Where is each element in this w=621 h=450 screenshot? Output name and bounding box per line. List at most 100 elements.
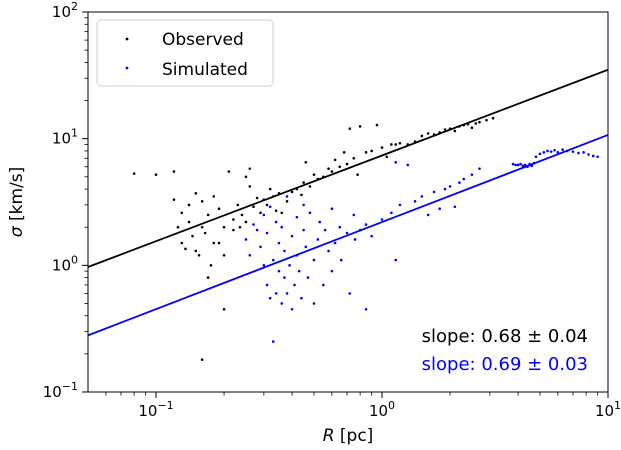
data-point-observed [259, 211, 262, 215]
y-tick-label: 10−1 [43, 380, 78, 401]
data-point-simulated [458, 181, 461, 184]
data-point-simulated [413, 200, 417, 203]
data-point-observed [438, 131, 442, 134]
data-point-observed [265, 203, 269, 207]
data-point-observed [308, 185, 312, 188]
data-point-simulated [265, 283, 269, 287]
data-point-observed [191, 234, 194, 238]
data-point-observed [453, 129, 457, 133]
data-point-observed [274, 209, 278, 212]
data-point-simulated [448, 185, 452, 188]
data-point-simulated [443, 187, 447, 191]
data-point-observed [280, 211, 284, 215]
data-point-simulated [330, 269, 334, 273]
data-point-simulated [514, 163, 517, 167]
data-point-simulated [394, 161, 398, 164]
data-point-observed [252, 205, 255, 209]
data-point-simulated [290, 307, 294, 311]
data-point-observed [277, 192, 281, 195]
data-point-simulated [587, 153, 590, 156]
data-point-simulated [277, 241, 281, 245]
data-point-simulated [271, 258, 275, 262]
data-point-simulated [546, 149, 549, 153]
data-point-observed [316, 177, 320, 181]
data-point-simulated [582, 151, 585, 154]
data-point-simulated [516, 163, 520, 167]
data-point-observed [491, 116, 495, 120]
data-point-observed [375, 123, 379, 127]
data-point-simulated [333, 241, 337, 245]
data-point-observed [432, 133, 436, 136]
data-point-simulated [283, 276, 286, 279]
data-point-observed [244, 220, 248, 224]
data-point-observed [217, 207, 221, 210]
data-point-simulated [352, 213, 356, 217]
data-point-observed [398, 141, 402, 145]
x-tick-label: 100 [369, 399, 395, 420]
data-point-observed [172, 170, 176, 173]
legend-label-observed: Observed [162, 30, 244, 50]
data-point-observed [485, 118, 488, 122]
data-point-observed [470, 126, 474, 130]
data-point-simulated [283, 249, 286, 253]
data-point-simulated [293, 283, 296, 287]
data-point-simulated [549, 150, 553, 153]
data-point-simulated [420, 195, 424, 198]
data-point-simulated [542, 151, 546, 154]
legend-box [96, 19, 274, 87]
data-point-simulated [462, 177, 466, 181]
data-point-observed [232, 228, 235, 232]
data-point-simulated [432, 190, 436, 194]
data-point-simulated [244, 238, 248, 241]
data-point-simulated [280, 302, 284, 305]
data-point-observed [248, 185, 252, 188]
data-point-simulated [308, 211, 312, 215]
data-point-simulated [390, 211, 393, 215]
data-point-observed [180, 241, 184, 245]
legend: Observed Simulated [96, 19, 274, 87]
data-point-observed [304, 161, 308, 164]
y-tick-label: 102 [52, 0, 78, 21]
data-point-observed [240, 213, 244, 217]
data-point-observed [352, 156, 356, 160]
data-point-simulated [478, 167, 481, 170]
data-point-observed [187, 220, 191, 224]
data-point-simulated [364, 307, 368, 311]
data-point-observed [466, 122, 470, 126]
data-point-observed [227, 170, 231, 173]
data-point-observed [255, 196, 259, 200]
data-point-observed [327, 167, 330, 170]
data-point-observed [380, 146, 384, 149]
data-point-observed [217, 241, 221, 245]
data-point-observed [222, 225, 226, 229]
data-point-observed [426, 132, 430, 135]
data-point-simulated [553, 148, 556, 152]
data-point-simulated [561, 148, 564, 151]
data-point-simulated [274, 220, 278, 224]
fit-line-observed [88, 68, 608, 268]
fit-line-simulated [88, 134, 608, 337]
data-point-observed [203, 231, 207, 235]
data-point-simulated [556, 151, 560, 154]
data-point-simulated [380, 218, 384, 221]
data-point-observed [172, 198, 176, 201]
data-point-observed [385, 155, 389, 159]
data-point-observed [268, 187, 272, 191]
data-point-observed [302, 181, 305, 184]
data-point-simulated [339, 258, 343, 262]
data-point-simulated [426, 213, 430, 217]
data-point-simulated [526, 165, 529, 169]
data-point-simulated [565, 149, 569, 153]
data-point-observed [370, 149, 373, 153]
data-point-simulated [577, 151, 580, 155]
data-point-simulated [302, 203, 305, 207]
data-point-simulated [252, 223, 255, 226]
legend-label-simulated: Simulated [162, 60, 248, 80]
data-point-simulated [370, 234, 373, 238]
data-point-simulated [353, 238, 357, 241]
data-point-simulated [322, 283, 325, 287]
data-point-simulated [596, 155, 599, 159]
data-point-observed [271, 195, 275, 198]
data-point-observed [212, 241, 216, 245]
data-point-simulated [248, 167, 252, 170]
